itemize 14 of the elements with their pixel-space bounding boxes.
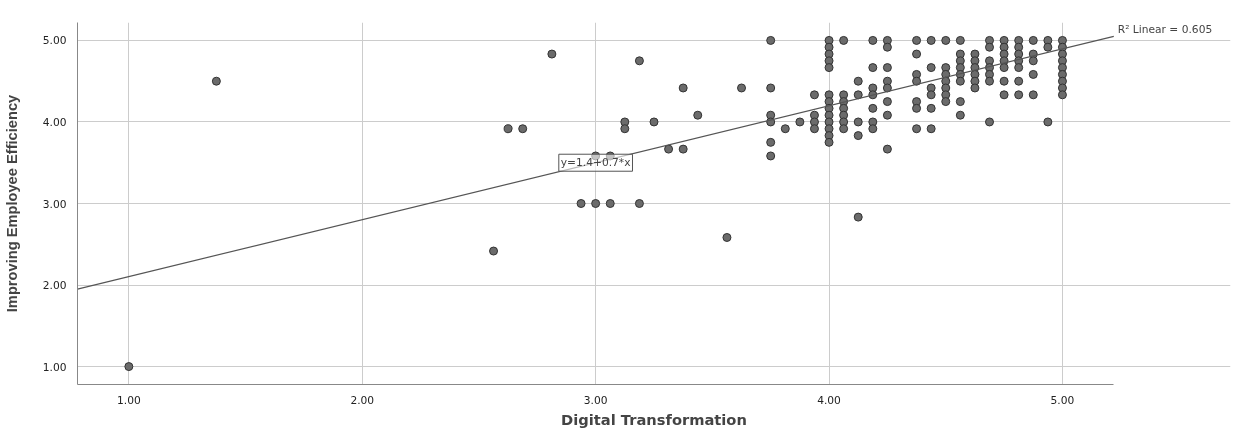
y-tick-label: 4.00 [42,115,67,129]
y-tick-label: 3.00 [42,197,67,211]
y-tick-label: 5.00 [42,34,67,48]
x-tick-label: 1.00 [116,393,141,407]
x-tick-label: 2.00 [350,393,375,407]
annotation: y=1.4+0.7*x [560,156,631,170]
x-tick-label: 4.00 [817,393,842,407]
x-tick-label: 5.00 [1050,393,1075,407]
y-axis-title: Improving Employee Efficiency [3,93,20,313]
annotation: R² Linear = 0.605 [1117,23,1213,37]
x-axis-title: Digital Transformation [561,410,747,428]
y-tick-label: 2.00 [42,279,67,293]
x-tick-label: 3.00 [583,393,608,407]
y-tick-label: 1.00 [42,360,67,374]
